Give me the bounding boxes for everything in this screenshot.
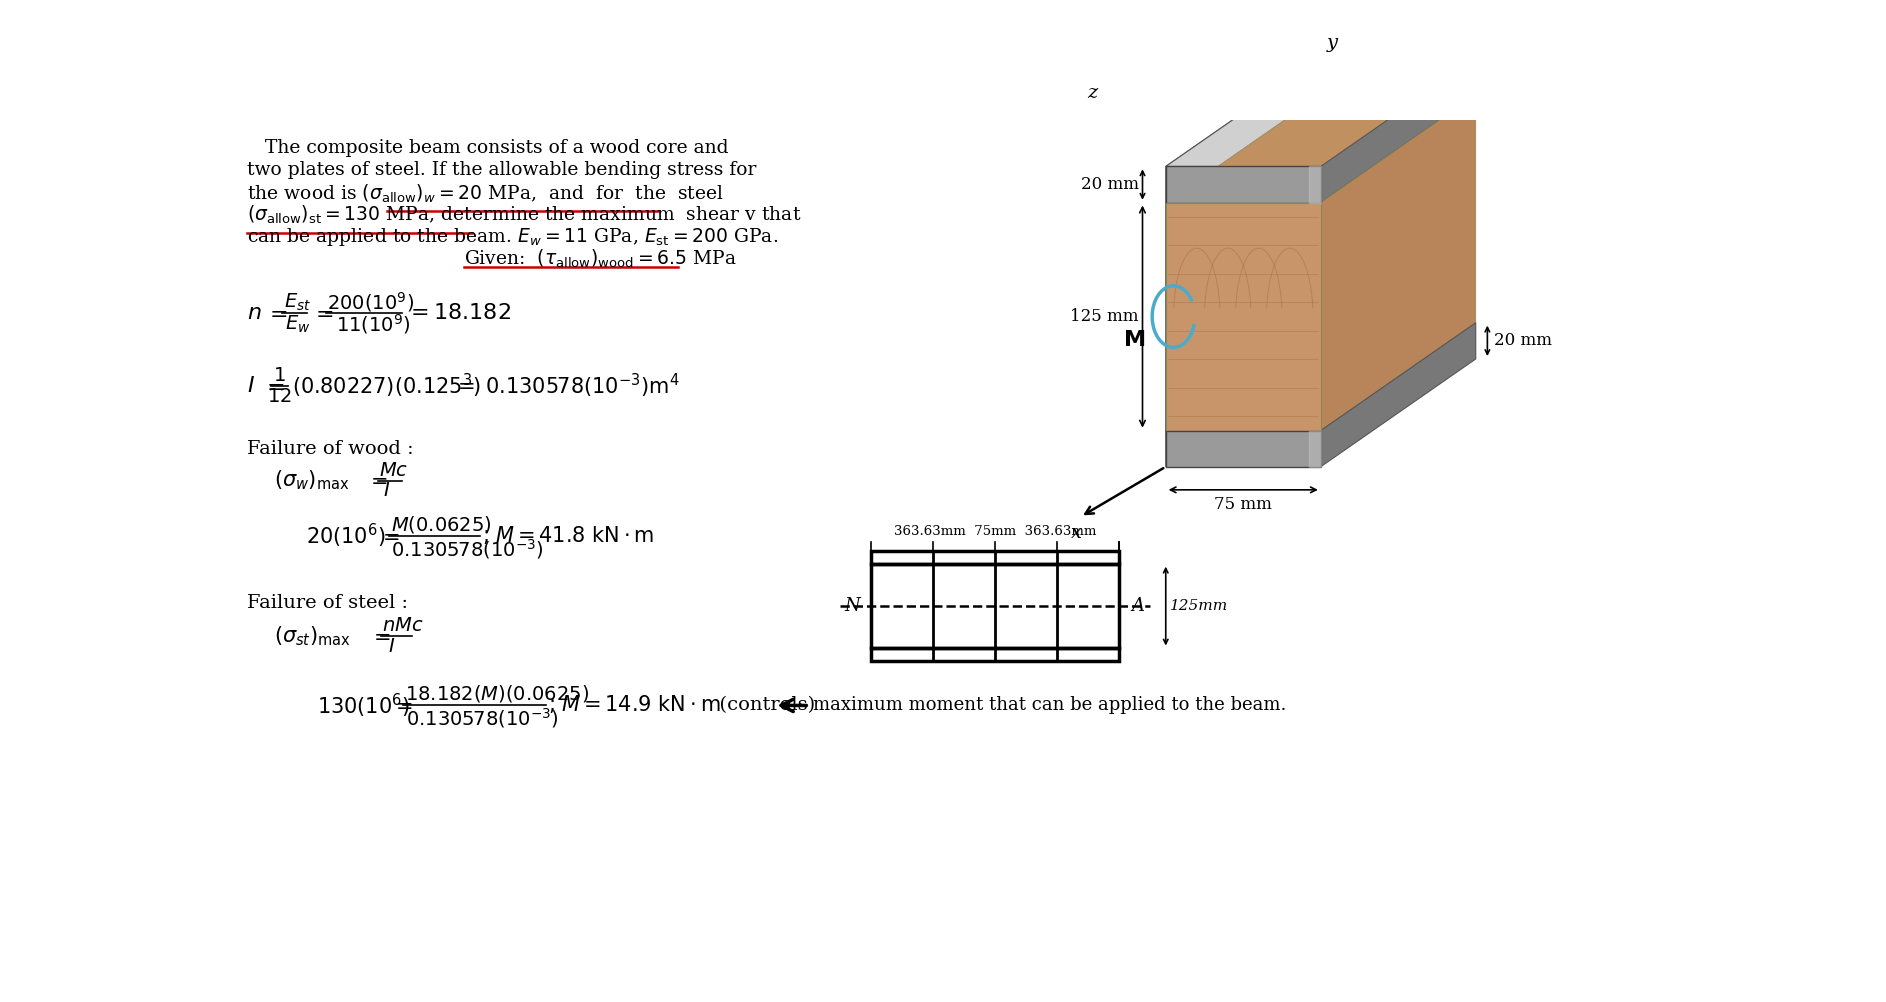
Polygon shape xyxy=(1166,59,1320,202)
Text: N: N xyxy=(843,597,860,615)
Text: $;$: $;$ xyxy=(483,526,488,545)
Text: y: y xyxy=(1328,34,1337,52)
Bar xyxy=(871,648,1118,660)
Text: $130(10^6)$: $130(10^6)$ xyxy=(317,691,409,719)
Polygon shape xyxy=(1320,323,1475,467)
Text: 125 mm: 125 mm xyxy=(1069,308,1139,325)
Bar xyxy=(871,564,1118,648)
Text: The composite beam consists of a wood core and: The composite beam consists of a wood co… xyxy=(247,139,728,157)
Text: $=$: $=$ xyxy=(366,471,387,490)
Text: $=$: $=$ xyxy=(262,375,285,397)
Text: 20 mm: 20 mm xyxy=(1081,176,1139,193)
Bar xyxy=(871,551,1118,564)
Text: $200(10^9)$: $200(10^9)$ xyxy=(326,290,415,314)
Text: 363.63mm  75mm  363.63mm: 363.63mm 75mm 363.63mm xyxy=(894,525,1096,538)
Text: $(\sigma_{st})_{\max}$: $(\sigma_{st})_{\max}$ xyxy=(275,624,351,648)
Text: $11(10^9)$: $11(10^9)$ xyxy=(336,313,411,337)
Polygon shape xyxy=(1166,202,1320,431)
Text: $=$: $=$ xyxy=(370,626,390,645)
Text: $M = 41.8 \ \mathrm{kN} \cdot \mathrm{m}$: $M = 41.8 \ \mathrm{kN} \cdot \mathrm{m}… xyxy=(496,526,654,546)
Polygon shape xyxy=(1166,95,1475,202)
Text: maximum moment that can be applied to the beam.: maximum moment that can be applied to th… xyxy=(813,696,1286,714)
Text: $12$: $12$ xyxy=(266,389,292,407)
Text: $=$: $=$ xyxy=(390,696,413,715)
Text: $(\sigma_w)_{\max}$: $(\sigma_w)_{\max}$ xyxy=(275,469,351,492)
Text: $I$: $I$ xyxy=(389,638,394,656)
Polygon shape xyxy=(1166,59,1475,166)
Text: $=$: $=$ xyxy=(266,302,289,324)
Polygon shape xyxy=(1166,323,1475,431)
Text: $E_{st}$: $E_{st}$ xyxy=(283,292,311,313)
Text: (controls): (controls) xyxy=(707,696,815,714)
Text: 75 mm: 75 mm xyxy=(1215,496,1273,513)
Text: x: x xyxy=(1071,524,1083,542)
Text: two plates of steel. If the allowable bending stress for: two plates of steel. If the allowable be… xyxy=(247,161,756,179)
Text: $\mathbf{M}$: $\mathbf{M}$ xyxy=(1124,329,1145,351)
Polygon shape xyxy=(1320,95,1475,431)
Text: can be applied to the beam. $E_w = 11$ GPa, $E_{\mathrm{st}} = 200$ GPa.: can be applied to the beam. $E_w = 11$ G… xyxy=(247,225,779,247)
Text: $= 18.182$: $= 18.182$ xyxy=(405,302,511,324)
Text: Failure of wood :: Failure of wood : xyxy=(247,440,415,458)
Text: $I$: $I$ xyxy=(383,482,390,500)
Text: $(\sigma_{\mathrm{allow}})_{\mathrm{st}} = 130$ MPa, determine the maximum  shea: $(\sigma_{\mathrm{allow}})_{\mathrm{st}}… xyxy=(247,204,802,226)
Polygon shape xyxy=(1166,431,1320,467)
Text: $=$: $=$ xyxy=(377,526,400,545)
Text: $Mc$: $Mc$ xyxy=(379,462,409,480)
Text: Failure of steel :: Failure of steel : xyxy=(247,594,409,612)
Text: $20(10^6)$: $20(10^6)$ xyxy=(306,522,385,550)
Text: $I$: $I$ xyxy=(247,375,255,397)
Text: $0.130578(10^{-3})$: $0.130578(10^{-3})$ xyxy=(405,706,558,730)
Text: $E_w$: $E_w$ xyxy=(285,314,309,335)
Text: $=$: $=$ xyxy=(311,302,334,324)
Text: z: z xyxy=(1086,84,1098,102)
Text: the wood is $({\sigma}_{\mathrm{allow}})_w = 20$ MPa,  and  for  the  steel: the wood is $({\sigma}_{\mathrm{allow}})… xyxy=(247,182,724,205)
Text: Given:  $(\tau_{\mathrm{allow}})_{\mathrm{wood}}= 6.5$ MPa: Given: $(\tau_{\mathrm{allow}})_{\mathrm… xyxy=(464,247,737,270)
Text: $nMc$: $nMc$ xyxy=(383,617,424,635)
Text: $;$: $;$ xyxy=(549,696,554,715)
Polygon shape xyxy=(1166,323,1320,467)
Text: $18.182(M)(0.0625)$: $18.182(M)(0.0625)$ xyxy=(405,683,588,704)
Polygon shape xyxy=(1166,166,1320,202)
Text: $(0.80227)(0.125^3)$: $(0.80227)(0.125^3)$ xyxy=(292,372,481,400)
Polygon shape xyxy=(1166,95,1320,431)
Text: $M(0.0625)$: $M(0.0625)$ xyxy=(390,514,492,535)
Text: $0.130578(10^{-3})$: $0.130578(10^{-3})$ xyxy=(390,537,543,561)
Text: $1$: $1$ xyxy=(273,367,285,385)
Text: $M = 14.9 \ \mathrm{kN} \cdot \mathrm{m}$: $M = 14.9 \ \mathrm{kN} \cdot \mathrm{m}… xyxy=(562,695,720,715)
Polygon shape xyxy=(1320,59,1475,202)
Text: $n$: $n$ xyxy=(247,302,262,324)
Text: 125mm: 125mm xyxy=(1169,599,1228,613)
Text: $= \ 0.130578(10^{-3})\mathrm{m}^4$: $= \ 0.130578(10^{-3})\mathrm{m}^4$ xyxy=(453,372,679,400)
Text: A: A xyxy=(1132,597,1145,615)
Text: 20 mm: 20 mm xyxy=(1494,333,1552,350)
